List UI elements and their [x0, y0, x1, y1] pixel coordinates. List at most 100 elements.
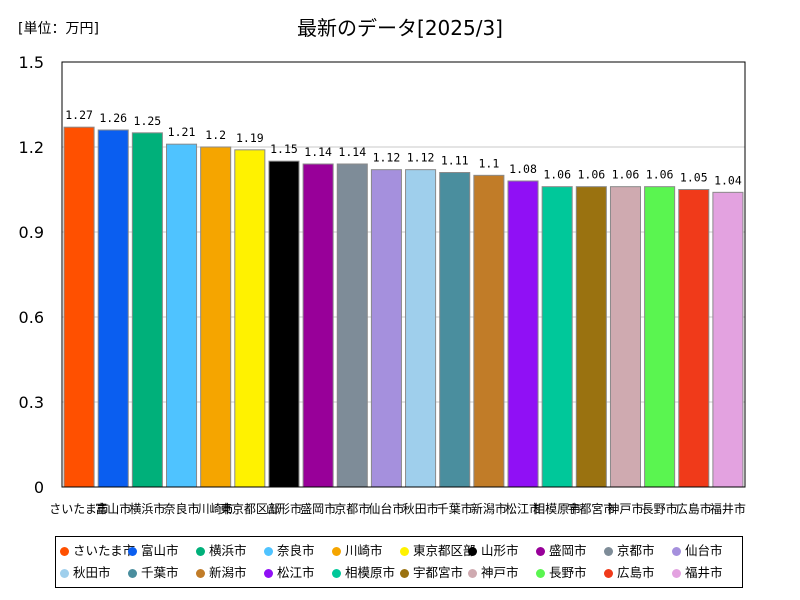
legend-item: 東京都区部 — [400, 540, 476, 562]
legend-label: 京都市 — [617, 543, 655, 558]
x-tick-label: 秋田市 — [403, 501, 439, 516]
legend-marker-icon — [264, 569, 273, 578]
x-tick-label: 福井市 — [710, 501, 746, 516]
legend-marker-icon — [332, 547, 341, 556]
legend-marker-icon — [264, 547, 273, 556]
data-label: 1.19 — [236, 131, 264, 145]
x-tick-label: 盛岡市 — [300, 501, 336, 516]
legend-label: 福井市 — [685, 565, 723, 580]
y-axis-ticks: 0 0.3 0.6 0.9 1.2 1.5 — [19, 53, 44, 497]
data-labels: 1.27 1.26 1.25 1.21 1.2 1.19 1.15 1.14 1.14 1.12 1… — [65, 108, 742, 187]
data-label: 1.15 — [270, 142, 298, 156]
legend-label: 仙台市 — [685, 543, 723, 558]
x-tick-label: 新潟市 — [471, 501, 507, 516]
legend-label: 神戸市 — [481, 565, 519, 580]
legend-marker-icon — [672, 547, 681, 556]
legend-item: 千葉市 — [128, 562, 179, 584]
bar — [370, 169, 402, 488]
legend-item: 川崎市 — [332, 540, 383, 562]
legend-item: 山形市 — [468, 540, 519, 562]
bar — [575, 186, 607, 488]
legend-marker-icon — [60, 569, 69, 578]
data-label: 1.21 — [168, 125, 196, 139]
legend-item: 新潟市 — [196, 562, 247, 584]
legend-label: 松江市 — [277, 565, 315, 580]
x-tick-label: 奈良市 — [164, 501, 200, 516]
bar — [234, 149, 266, 488]
legend-marker-icon — [400, 569, 409, 578]
legend-label: 盛岡市 — [549, 543, 587, 558]
y-tick-label: 0.6 — [19, 308, 44, 327]
legend-marker-icon — [332, 569, 341, 578]
bar — [473, 174, 505, 488]
legend-label: 奈良市 — [277, 543, 315, 558]
grid-lines — [62, 146, 745, 403]
data-label: 1.11 — [441, 154, 469, 168]
bar — [507, 180, 539, 488]
legend-label: 千葉市 — [141, 565, 179, 580]
data-label: 1.2 — [205, 128, 226, 142]
legend-marker-icon — [60, 547, 69, 556]
legend-item: 横浜市 — [196, 540, 247, 562]
legend-marker-icon — [604, 569, 613, 578]
x-tick-label: 神戸市 — [607, 501, 643, 516]
y-tick-label: 1.2 — [19, 138, 44, 157]
bar — [609, 186, 642, 488]
legend-item: 宇都宮市 — [400, 562, 463, 584]
legend-label: 東京都区部 — [413, 543, 476, 558]
bar — [336, 163, 368, 488]
bar — [97, 129, 129, 488]
bar — [302, 163, 334, 488]
y-tick-label: 0 — [34, 478, 44, 497]
legend-label: 富山市 — [141, 543, 179, 558]
x-tick-label: 川崎市 — [198, 501, 234, 516]
x-tick-label: さいたま市 — [49, 501, 109, 516]
legend-row: さいたま市 富山市 横浜市 奈良市 川崎市 東京都区部 山形市 盛岡市 京都市 仙台市 — [60, 540, 740, 562]
unit-label: [単位：万円] — [18, 21, 99, 37]
x-tick-label: 仙台市 — [368, 501, 404, 516]
legend-item: 奈良市 — [264, 540, 315, 562]
legend-item: 盛岡市 — [536, 540, 587, 562]
chart-legend: さいたま市 富山市 横浜市 奈良市 川崎市 東京都区部 山形市 盛岡市 京都市 仙台市秋田市 千葉市… — [55, 536, 743, 588]
data-label: 1.08 — [509, 162, 537, 176]
legend-label: 新潟市 — [209, 565, 247, 580]
legend-item: 広島市 — [604, 562, 655, 584]
legend-marker-icon — [196, 547, 205, 556]
legend-marker-icon — [672, 569, 681, 578]
legend-item: さいたま市 — [60, 540, 135, 562]
legend-marker-icon — [128, 569, 137, 578]
data-label: 1.25 — [134, 114, 162, 128]
legend-label: 川崎市 — [345, 543, 383, 558]
legend-marker-icon — [196, 569, 205, 578]
x-axis-ticks: さいたま市富山市横浜市奈良市川崎市東京都区部山形市盛岡市京都市仙台市秋田市千葉市… — [49, 501, 746, 516]
bars — [63, 126, 744, 488]
bar — [405, 169, 437, 488]
legend-row: 秋田市 千葉市 新潟市 松江市 相模原市 宇都宮市 神戸市 長野市 広島市 福井市 — [60, 562, 740, 584]
legend-marker-icon — [400, 547, 409, 556]
bar — [200, 146, 232, 488]
data-label: 1.27 — [65, 108, 93, 122]
bar — [644, 186, 676, 488]
data-label: 1.06 — [612, 168, 640, 182]
data-label: 1.04 — [714, 173, 742, 187]
x-tick-label: 広島市 — [676, 501, 712, 516]
legend-item: 仙台市 — [672, 540, 723, 562]
legend-item: 秋田市 — [60, 562, 111, 584]
y-tick-label: 0.3 — [19, 393, 44, 412]
bar — [678, 189, 710, 488]
legend-item: 福井市 — [672, 562, 723, 584]
x-tick-label: 松江市 — [505, 501, 541, 516]
bar — [439, 172, 471, 488]
legend-label: 宇都宮市 — [413, 565, 464, 580]
data-label: 1.06 — [646, 168, 674, 182]
data-label: 1.05 — [680, 171, 708, 185]
legend-label: 横浜市 — [209, 543, 247, 558]
x-tick-label: 東京都区部 — [220, 501, 280, 516]
chart-title: 最新のデータ[2025/3] — [297, 16, 503, 40]
legend-marker-icon — [468, 569, 477, 578]
legend-item: 京都市 — [604, 540, 655, 562]
legend-marker-icon — [604, 547, 613, 556]
x-tick-label: 長野市 — [642, 501, 678, 516]
legend-label: 相模原市 — [345, 565, 396, 580]
x-tick-label: 千葉市 — [437, 501, 473, 516]
